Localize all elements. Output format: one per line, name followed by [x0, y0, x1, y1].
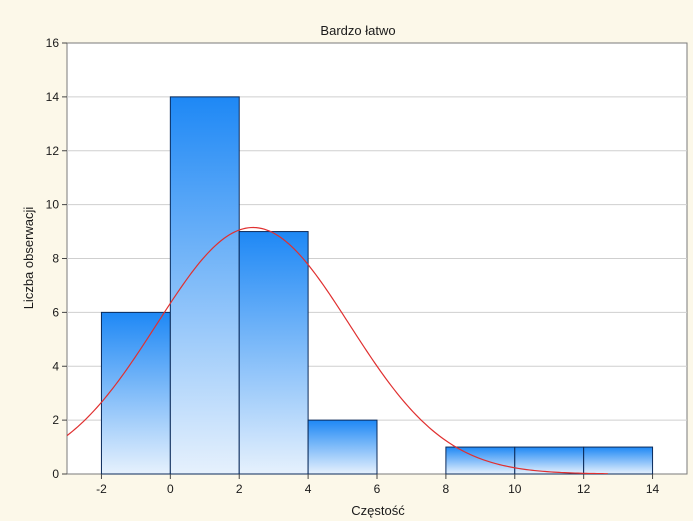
histogram-bar	[238, 231, 309, 475]
histogram-bar	[307, 419, 378, 475]
x-tick-label: 4	[305, 482, 312, 496]
x-tick-label: 14	[646, 482, 660, 496]
histogram-bar	[445, 446, 516, 475]
x-axis-label: Częstość	[351, 503, 405, 518]
y-axis-ticks: 0 2 4 6 8 10 12 14 16	[46, 36, 67, 481]
y-tick-label: 10	[46, 198, 60, 212]
x-tick-label: 0	[167, 482, 174, 496]
histogram-bar	[583, 446, 654, 475]
x-tick-label: 6	[374, 482, 381, 496]
x-axis-ticks: -2 0 2 4 6 8 10 12 14	[96, 474, 660, 496]
y-tick-label: 2	[52, 413, 59, 427]
x-tick-label: 2	[236, 482, 243, 496]
x-tick-label: 10	[508, 482, 522, 496]
y-tick-label: 8	[52, 252, 59, 266]
y-tick-label: 12	[46, 144, 60, 158]
y-tick-label: 6	[52, 305, 59, 319]
y-axis-label: Liczba obserwacji	[21, 207, 36, 310]
normal-fit-curve	[67, 226, 608, 474]
y-tick-label: 0	[52, 467, 59, 481]
chart-title: Bardzo łatwo	[320, 23, 395, 38]
histogram-bar	[169, 96, 240, 475]
y-tick-label: 4	[52, 359, 59, 373]
y-tick-label: 16	[46, 36, 60, 50]
histogram-bar	[100, 311, 171, 475]
x-tick-label: -2	[96, 482, 107, 496]
x-tick-label: 8	[443, 482, 450, 496]
x-tick-label: 12	[577, 482, 591, 496]
histogram-bars	[100, 96, 654, 475]
y-tick-label: 14	[46, 90, 60, 104]
